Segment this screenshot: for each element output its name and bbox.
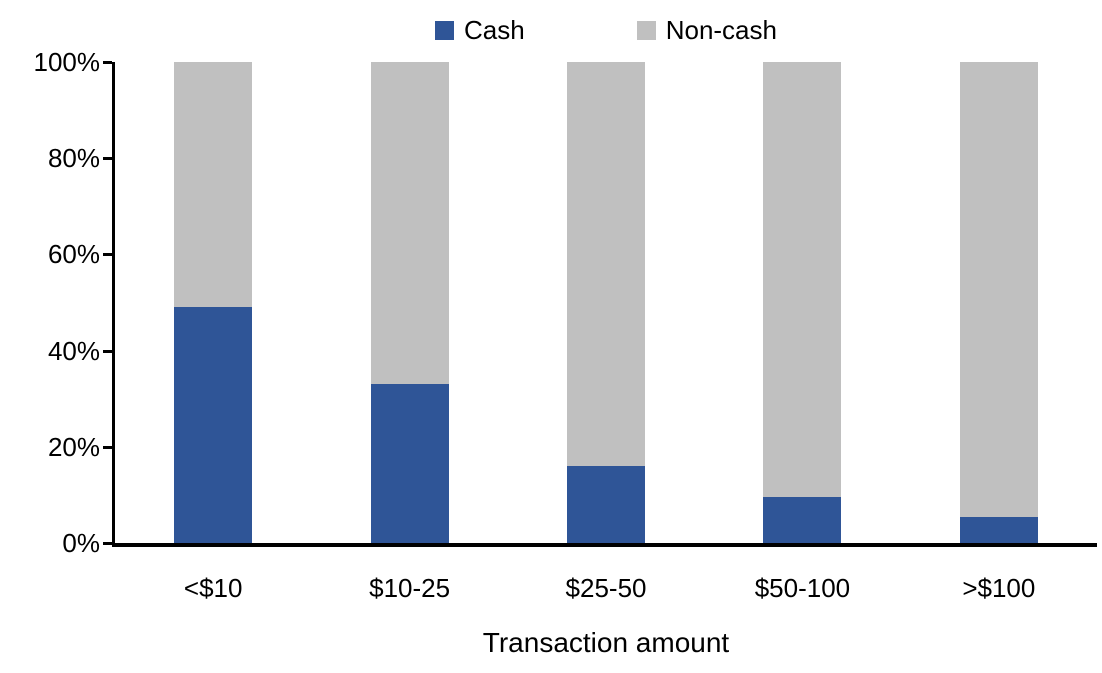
bar-segment-non-cash xyxy=(763,62,842,498)
y-axis-tick-mark xyxy=(103,445,112,449)
y-tick-label: 100% xyxy=(33,47,101,77)
y-axis-tick-mark xyxy=(103,542,112,545)
stacked-bar xyxy=(370,62,449,543)
x-tick-label: $10-25 xyxy=(369,573,451,603)
legend-item-cash: Cash xyxy=(435,15,525,45)
legend: Cash Non-cash xyxy=(115,10,1097,50)
y-tick-label: 80% xyxy=(47,143,100,174)
bar-segment-non-cash xyxy=(174,62,253,308)
bar-cell xyxy=(704,62,900,543)
bar-cell xyxy=(115,62,311,543)
y-tick-label: 40% xyxy=(47,335,100,366)
y-axis-tick-mark xyxy=(103,349,112,353)
legend-label: Non-cash xyxy=(665,15,777,45)
y-axis-tick-mark xyxy=(103,61,112,64)
bar-segment-non-cash xyxy=(370,62,449,385)
stacked-bar xyxy=(174,62,253,543)
stacked-bar xyxy=(567,62,646,543)
x-axis-title: Transaction amount xyxy=(482,627,730,658)
bar-cell xyxy=(311,62,507,543)
bar-segment-cash xyxy=(567,466,646,543)
y-axis-line xyxy=(112,62,115,547)
bar-segment-non-cash xyxy=(959,62,1038,517)
legend-swatch-icon xyxy=(636,20,656,40)
x-axis-line xyxy=(112,543,1097,547)
bars-row xyxy=(115,62,1097,543)
bar-segment-cash xyxy=(959,516,1038,543)
legend-label: Cash xyxy=(464,15,525,45)
legend-item-non-cash: Non-cash xyxy=(636,15,777,45)
legend-swatch-icon xyxy=(435,20,454,40)
x-tick-label: >$100 xyxy=(962,573,1036,603)
y-tick-label: 20% xyxy=(47,431,100,462)
stacked-bar xyxy=(763,62,842,543)
x-tick-label: <$10 xyxy=(183,573,243,603)
bar-segment-cash xyxy=(174,307,253,543)
bar-cell xyxy=(508,62,704,543)
y-axis-tick-mark xyxy=(103,157,112,161)
bar-cell xyxy=(901,62,1097,543)
y-axis-tick-mark xyxy=(103,253,112,257)
y-tick-label: 60% xyxy=(47,239,100,270)
x-tick-label: $25-50 xyxy=(565,573,647,603)
x-axis-labels: <$10 $10-25 $25-50 $50-100 >$100 xyxy=(115,572,1097,604)
bar-segment-cash xyxy=(370,384,449,543)
y-tick-label: 0% xyxy=(62,528,100,558)
bar-segment-cash xyxy=(763,497,842,543)
bar-segment-non-cash xyxy=(567,62,646,467)
plot-area xyxy=(115,62,1097,543)
stacked-bar xyxy=(959,62,1038,543)
x-tick-label: $50-100 xyxy=(754,573,851,603)
